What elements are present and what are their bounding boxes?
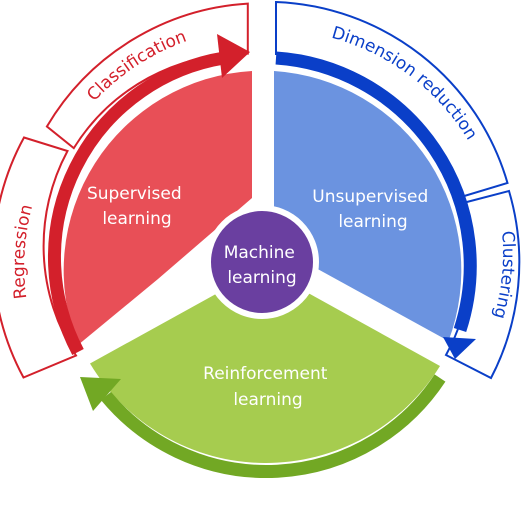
arrow-reinforcement-head bbox=[80, 377, 121, 411]
sector-unsupervised-line1: Unsupervised bbox=[312, 187, 428, 207]
arrow-reinforcement bbox=[80, 374, 446, 478]
sector-unsupervised-line2: learning bbox=[338, 212, 407, 232]
sector-supervised-line2: learning bbox=[102, 209, 171, 229]
arrow-unsupervised-body bbox=[275, 51, 477, 333]
center-label: Machine learning bbox=[224, 243, 301, 288]
sector-supervised-label: Supervised learning bbox=[87, 184, 187, 229]
arrow-unsupervised bbox=[275, 51, 477, 359]
center-line2: learning bbox=[227, 268, 296, 288]
arrow-unsupervised-head bbox=[443, 337, 476, 359]
band-regression-outline bbox=[0, 136, 78, 379]
sector-unsupervised bbox=[274, 71, 462, 341]
sector-reinforcement-line2: learning bbox=[233, 390, 302, 410]
band-regression: Regression bbox=[0, 136, 78, 379]
arrow-reinforcement-body bbox=[100, 374, 446, 478]
sector-reinforcement bbox=[90, 268, 440, 463]
center-circle bbox=[205, 205, 319, 319]
band-classification-outline bbox=[45, 2, 249, 150]
sector-reinforcement-line1: Reinforcement bbox=[203, 364, 328, 384]
arrow-supervised-head bbox=[217, 34, 250, 78]
sector-supervised bbox=[63, 71, 252, 345]
sector-unsupervised-label: Unsupervised learning bbox=[312, 187, 433, 232]
center-line1: Machine bbox=[224, 243, 295, 263]
sector-supervised-line1: Supervised bbox=[87, 184, 182, 204]
arrow-supervised bbox=[48, 34, 250, 356]
sector-reinforcement-label: Reinforcement learning bbox=[203, 364, 333, 410]
arrow-supervised-body bbox=[48, 51, 226, 356]
